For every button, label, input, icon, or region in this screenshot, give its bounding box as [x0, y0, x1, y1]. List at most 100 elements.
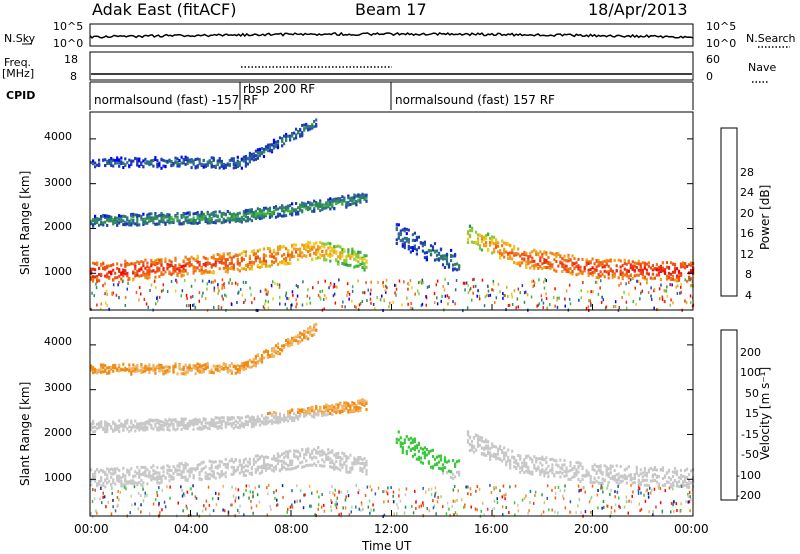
cell: [174, 214, 177, 217]
cell: [94, 370, 97, 374]
cell: [230, 256, 233, 260]
cell: [631, 260, 634, 264]
cell: [564, 304, 566, 308]
cell: [309, 296, 311, 300]
cell: [639, 472, 642, 476]
cell: [260, 209, 264, 213]
cell: [411, 249, 414, 252]
cell: [153, 280, 156, 283]
cell: [274, 417, 278, 421]
cell: [276, 462, 280, 466]
cell: [182, 417, 185, 421]
cell: [168, 259, 171, 263]
cell: [188, 419, 191, 423]
cell: [305, 125, 308, 129]
cell: [527, 257, 530, 261]
cell: [476, 239, 480, 243]
cell: [258, 417, 261, 421]
cell: [365, 196, 368, 200]
cell: [564, 297, 566, 301]
cell: [222, 211, 225, 215]
cell: [112, 291, 114, 295]
cell: [158, 481, 161, 485]
cell: [116, 474, 119, 478]
cell: [274, 420, 278, 424]
cell: [274, 464, 278, 468]
cell: [299, 205, 302, 209]
cell: [266, 352, 270, 356]
nsky-label: N.Sky: [4, 32, 36, 45]
cell: [228, 220, 231, 224]
cell: [216, 464, 219, 468]
cell: [202, 263, 205, 266]
cell: [160, 166, 163, 170]
cell: [681, 482, 685, 486]
cell: [329, 207, 332, 211]
cell: [295, 202, 298, 205]
cell: [625, 274, 628, 278]
cell: [160, 475, 163, 479]
cell: [264, 455, 268, 459]
cell: [597, 465, 600, 469]
cell: [539, 265, 542, 269]
cell: [289, 417, 292, 421]
cell: [384, 288, 386, 292]
cell: [297, 455, 300, 459]
cell: [172, 422, 175, 426]
cell: [92, 275, 95, 279]
cell: [270, 263, 274, 267]
cell: [470, 229, 474, 233]
cell: [162, 470, 165, 474]
cell: [676, 292, 679, 295]
cell: [274, 215, 278, 219]
cell: [533, 281, 536, 285]
cell: [419, 280, 421, 284]
cell: [467, 291, 470, 295]
cell: [234, 364, 237, 368]
cell: [317, 460, 320, 464]
cell: [595, 280, 597, 284]
cell: [593, 268, 596, 271]
cell: [407, 240, 410, 244]
cell: [285, 462, 288, 466]
cell: [270, 464, 274, 468]
cell: [553, 253, 556, 257]
cell: [114, 276, 117, 280]
cell: [262, 416, 266, 420]
cell: [250, 209, 253, 213]
cell: [208, 467, 211, 471]
cell: [671, 475, 675, 478]
cell: [509, 255, 512, 259]
cell: [295, 305, 297, 309]
cell: [146, 482, 149, 486]
cell: [543, 472, 546, 476]
cell: [299, 331, 302, 335]
cell: [238, 269, 241, 273]
cell: [361, 469, 364, 473]
cell: [345, 464, 348, 468]
cell: [274, 344, 278, 348]
cell: [242, 155, 245, 159]
cell: [90, 307, 92, 311]
cell: [485, 244, 488, 248]
cell: [106, 275, 109, 279]
cell: [319, 290, 321, 294]
cell: [230, 213, 233, 217]
cell: [164, 418, 167, 422]
cell: [607, 259, 610, 263]
cell: [172, 219, 175, 223]
velocity-ytick: 4000: [44, 335, 72, 348]
cell: [194, 417, 197, 421]
cell: [172, 472, 175, 475]
cell: [166, 428, 169, 431]
cell: [493, 444, 496, 448]
cell: [176, 212, 179, 215]
cell: [395, 242, 398, 245]
cell: [327, 198, 330, 202]
cell: [180, 222, 183, 226]
cell: [677, 278, 681, 282]
cell: [90, 422, 93, 426]
cell: [659, 265, 662, 268]
cell: [248, 457, 251, 461]
cell: [345, 205, 348, 209]
